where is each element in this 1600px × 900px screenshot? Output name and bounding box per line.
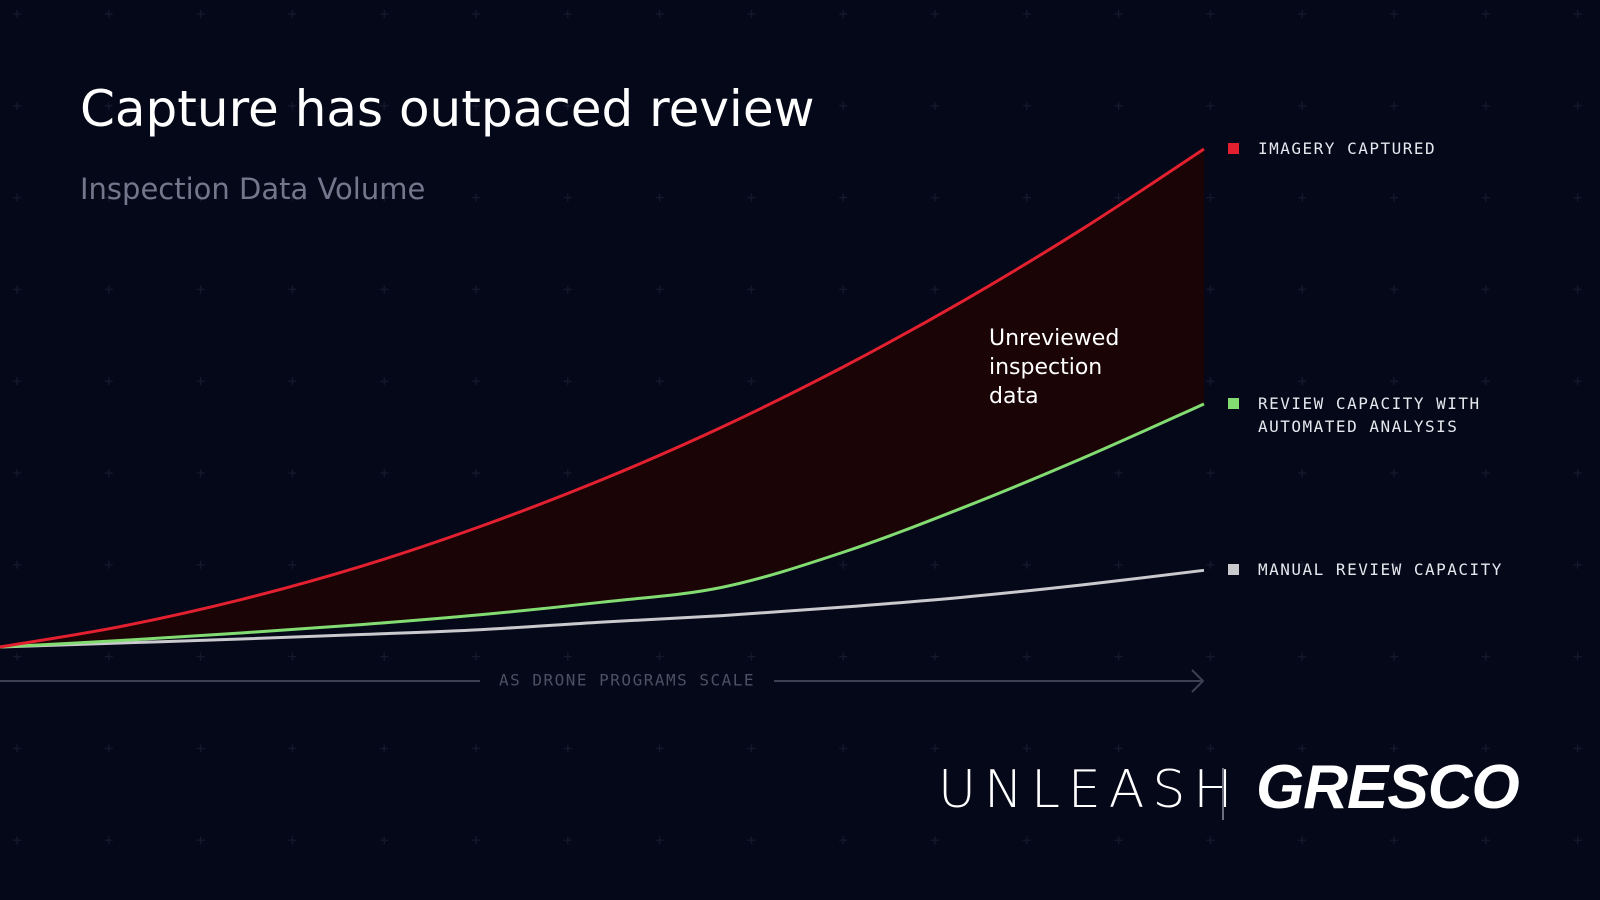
legend-swatch [1228,564,1239,576]
logo-divider [1222,768,1224,820]
legend-label: MANUAL REVIEW CAPACITY [1258,560,1503,580]
logo-unleash: UNLEASH [938,760,1241,820]
title: Capture has outpaced review [80,80,815,138]
x-axis-label: AS DRONE PROGRAMS SCALE [499,671,755,690]
legend-label: REVIEW CAPACITY WITH AUTOMATED ANALYSIS [1258,393,1481,436]
legend-swatch [1228,143,1239,154]
gap-area [0,149,1204,647]
series-line [0,402,1205,649]
annotation: Unreviewed inspection data [989,326,1120,409]
logo-gresco: GRESCO [1256,753,1520,822]
legend-swatch [1228,397,1239,409]
plot-area [0,147,1205,649]
subtitle: Inspection Data Volume [80,172,426,206]
series-line [0,147,1205,649]
legend-label: IMAGERY CAPTURED [1258,139,1437,158]
x-axis-arrow [1191,669,1205,693]
series-line [0,568,1205,649]
